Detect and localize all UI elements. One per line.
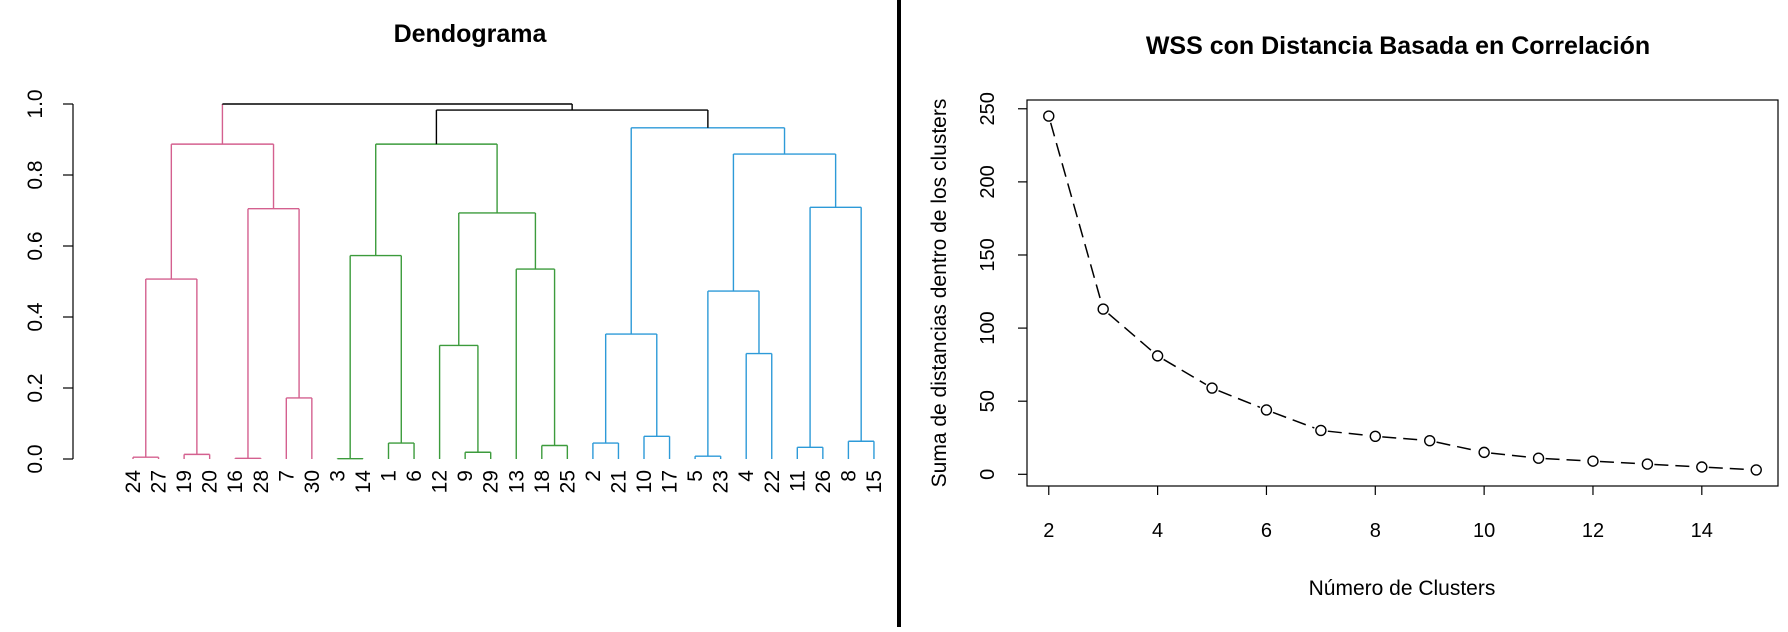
dendrogram-leaf-label: 22 — [761, 470, 784, 493]
wss-point — [1369, 430, 1381, 442]
dendrogram-leaf-label: 5 — [684, 470, 707, 482]
wss-plot-box — [1026, 99, 1779, 487]
wss-point — [1424, 434, 1436, 447]
dendrogram-leaf-label: 26 — [812, 470, 835, 493]
dendrogram-leaf-label: 11 — [786, 470, 809, 492]
wss-point — [1260, 404, 1273, 416]
dendrogram-leaf-label: 16 — [224, 470, 247, 493]
dendrogram-leaf-label: 24 — [122, 470, 145, 494]
dendrogram-leaf-label: 4 — [735, 470, 758, 482]
dendrogram-leaf-label: 12 — [429, 470, 452, 493]
dendrogram-links — [132, 103, 875, 460]
wss-point — [1206, 382, 1218, 394]
wss-line — [1049, 122, 1750, 471]
dendrogram-leaf-label: 3 — [326, 470, 349, 482]
dendrogram-leaf-label: 7 — [275, 470, 298, 482]
wss-x-tick-label: 4 — [1152, 520, 1163, 542]
dendrogram-leaf-label: 9 — [454, 470, 477, 482]
dendrogram-leaf-label: 19 — [173, 470, 196, 493]
dendrogram-leaf-label: 29 — [480, 470, 503, 493]
dendrogram-leaf-label: 8 — [837, 470, 860, 482]
dendrogram-y-tick-label: 0.0 — [24, 444, 47, 473]
wss-y-tick-label: 200 — [977, 165, 999, 198]
dendrogram-y-tick-label: 0.2 — [24, 373, 47, 402]
wss-x-tick-label: 2 — [1043, 520, 1054, 542]
wss-y-ticks: 0 50 100 150 200 250 — [977, 92, 1027, 480]
dendrogram-y-ticks: 0.0 0.2 0.4 0.6 0.8 1.0 — [24, 89, 73, 474]
wss-point — [1750, 464, 1762, 476]
dendrogram-leaf-label: 18 — [531, 470, 554, 493]
dendrogram-y-tick-label: 0.8 — [24, 160, 47, 189]
dendrogram-panel: Dendograma 0.00.20.40.60.81.0 24 27 19 20 16… — [24, 20, 886, 493]
wss-point — [1532, 452, 1545, 464]
dendrogram-leaf-label: 13 — [505, 470, 528, 493]
wss-y-tick-label: 250 — [977, 92, 999, 125]
wss-x-ticks: 2 4 6 8 10 12 14 — [1043, 486, 1713, 542]
dendrogram-leaf-label: 21 — [607, 470, 630, 493]
wss-point — [1641, 458, 1654, 470]
dendrogram-y-tick-label: 0.6 — [24, 231, 47, 260]
wss-point — [1151, 350, 1164, 362]
wss-point — [1478, 446, 1490, 459]
dendrogram-leaf-label: 2 — [582, 470, 605, 482]
wss-y-tick-label: 150 — [977, 238, 999, 271]
wss-point — [1097, 303, 1109, 315]
dendrogram-title: Dendograma — [394, 20, 548, 48]
dendrogram-leaf-label: 27 — [148, 470, 171, 493]
wss-y-tick-label: 0 — [977, 469, 999, 480]
wss-y-label: Suma de distancias dentro de los cluster… — [928, 99, 951, 488]
dendrogram-leaf-label: 10 — [633, 470, 656, 493]
wss-y-tick-label: 100 — [977, 311, 999, 344]
dendrogram-leaf-label: 15 — [863, 470, 886, 493]
wss-x-label: Número de Clusters — [1309, 577, 1496, 600]
wss-title: WSS con Distancia Basada en Correlación — [1146, 32, 1650, 60]
wss-x-tick-label: 6 — [1261, 520, 1272, 542]
dendrogram-leaf-label: 6 — [403, 470, 426, 482]
dendrogram-leaf-label: 28 — [250, 470, 273, 493]
dendrogram-leaf-label: 20 — [199, 470, 222, 493]
wss-x-tick-label: 10 — [1473, 520, 1495, 542]
wss-x-tick-label: 14 — [1691, 520, 1713, 542]
dendrogram-leaf-label: 23 — [710, 470, 733, 493]
wss-x-tick-label: 12 — [1582, 520, 1604, 542]
dendrogram-y-tick-label: 1.0 — [24, 89, 47, 118]
wss-point — [1315, 424, 1327, 437]
dendrogram-leaf-labels: 24 27 19 20 16 28 7 30 3 14 1 6 12 9 29 13 18 25 2 21 10 17 5 2… — [122, 470, 886, 494]
wss-y-tick-label: 50 — [977, 390, 999, 412]
wss-x-tick-label: 8 — [1370, 520, 1381, 542]
wss-point — [1696, 461, 1708, 473]
wss-panel: WSS con Distancia Basada en Correlación … — [928, 32, 1779, 600]
wss-points — [1043, 110, 1762, 476]
wss-point — [1043, 110, 1055, 122]
dendrogram-y-tick-label: 0.4 — [24, 302, 47, 332]
dendrogram-leaf-label: 25 — [556, 470, 579, 493]
dendrogram-leaf-label: 1 — [378, 470, 401, 482]
dendrogram-leaf-label: 30 — [301, 470, 324, 493]
dendrogram-leaf-label: 17 — [659, 470, 682, 493]
wss-point — [1587, 455, 1599, 467]
dendrogram-leaf-label: 14 — [352, 470, 375, 494]
